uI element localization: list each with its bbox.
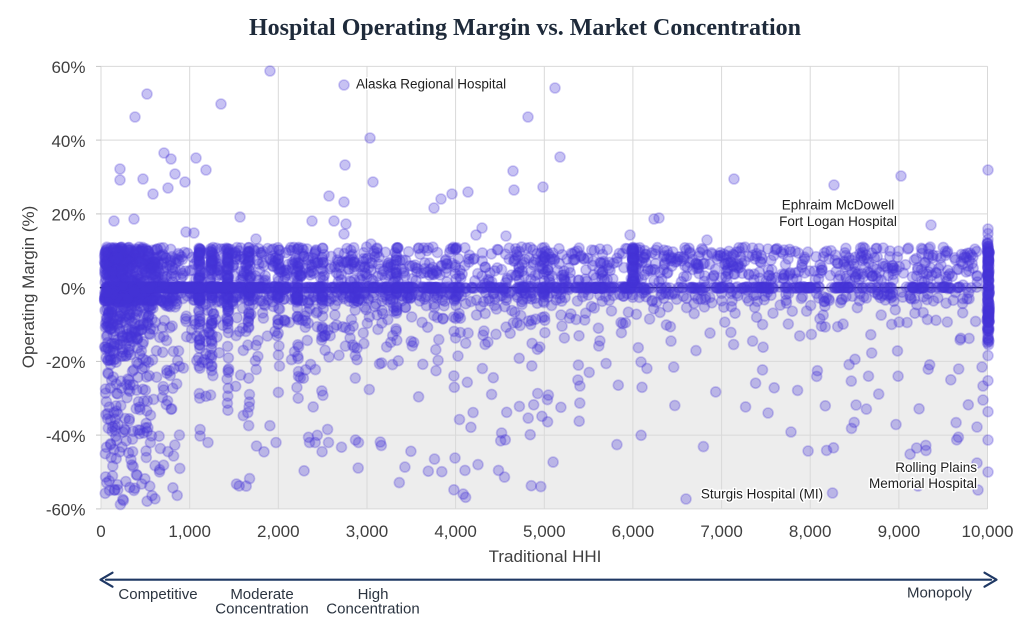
svg-text:Fort Logan Hospital: Fort Logan Hospital bbox=[779, 214, 897, 229]
svg-text:6,000: 6,000 bbox=[612, 522, 655, 541]
svg-text:Alaska Regional Hospital: Alaska Regional Hospital bbox=[356, 77, 506, 92]
svg-text:Monopoly: Monopoly bbox=[907, 585, 973, 602]
svg-text:Competitive: Competitive bbox=[118, 586, 197, 603]
svg-text:Operating Margin (%): Operating Margin (%) bbox=[19, 206, 38, 369]
svg-text:0%: 0% bbox=[61, 279, 86, 298]
svg-text:7,000: 7,000 bbox=[700, 522, 743, 541]
svg-text:Rolling Plains: Rolling Plains bbox=[895, 460, 977, 475]
svg-text:10,000: 10,000 bbox=[962, 522, 1014, 541]
svg-text:20%: 20% bbox=[51, 206, 85, 225]
svg-text:3,000: 3,000 bbox=[346, 522, 389, 541]
svg-text:8,000: 8,000 bbox=[789, 522, 832, 541]
svg-text:Traditional HHI: Traditional HHI bbox=[489, 547, 602, 566]
svg-text:Memorial Hospital: Memorial Hospital bbox=[869, 476, 977, 491]
svg-text:40%: 40% bbox=[51, 132, 85, 151]
svg-text:5,000: 5,000 bbox=[523, 522, 566, 541]
svg-text:9,000: 9,000 bbox=[878, 522, 921, 541]
svg-text:Sturgis Hospital (MI): Sturgis Hospital (MI) bbox=[701, 487, 823, 502]
svg-text:-40%: -40% bbox=[46, 427, 86, 446]
svg-text:Concentration: Concentration bbox=[215, 601, 308, 618]
svg-text:Concentration: Concentration bbox=[326, 601, 419, 618]
svg-text:-20%: -20% bbox=[46, 353, 86, 372]
svg-text:1,000: 1,000 bbox=[168, 522, 211, 541]
svg-text:0: 0 bbox=[96, 522, 105, 541]
svg-text:Ephraim McDowell: Ephraim McDowell bbox=[782, 198, 895, 213]
svg-text:60%: 60% bbox=[51, 58, 85, 77]
svg-text:Hospital Operating Margin vs.: Hospital Operating Margin vs. Market Con… bbox=[249, 15, 801, 41]
svg-text:4,000: 4,000 bbox=[434, 522, 477, 541]
svg-text:2,000: 2,000 bbox=[257, 522, 300, 541]
svg-text:-60%: -60% bbox=[46, 501, 86, 520]
